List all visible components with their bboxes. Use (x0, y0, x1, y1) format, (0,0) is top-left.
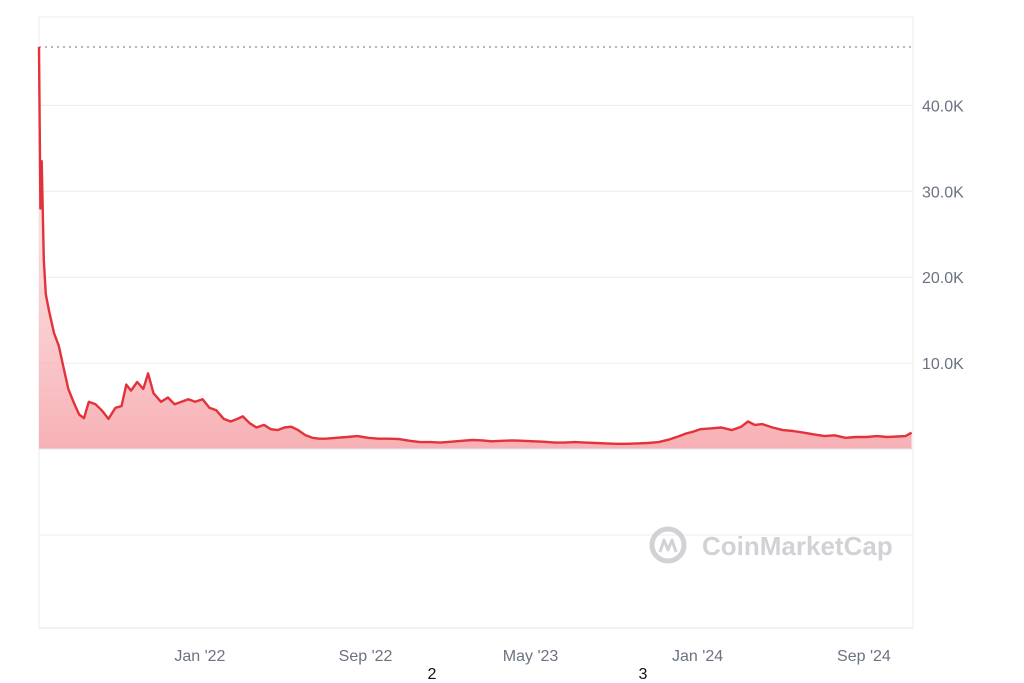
footer-label-3: 3 (639, 666, 648, 683)
y-tick-label: 20.0K (922, 270, 964, 287)
y-tick-label: 30.0K (922, 184, 964, 201)
y-gridlines (39, 104, 913, 364)
price-series-line (37, 46, 913, 445)
coinmarketcap-watermark: CoinMarketCap (649, 526, 893, 564)
watermark-text: CoinMarketCap (702, 531, 893, 561)
x-tick-label: Jan '22 (174, 648, 225, 665)
x-tick-label: Jan '24 (672, 648, 723, 665)
x-tick-label: Sep '24 (837, 648, 891, 665)
coinmarketcap-logo-icon (649, 526, 687, 564)
price-area-fill (39, 47, 912, 449)
y-axis-ticks: 40.0K 30.0K 20.0K 10.0K (922, 98, 964, 373)
y-tick-label: 40.0K (922, 98, 964, 115)
x-tick-label: May '23 (503, 648, 559, 665)
x-axis-ticks: Jan '22 Sep '22 May '23 Jan '24 Sep '24 (174, 648, 891, 665)
y-tick-label: 10.0K (922, 356, 964, 373)
footer-label-2: 2 (428, 666, 437, 683)
x-tick-label: Sep '22 (339, 648, 393, 665)
